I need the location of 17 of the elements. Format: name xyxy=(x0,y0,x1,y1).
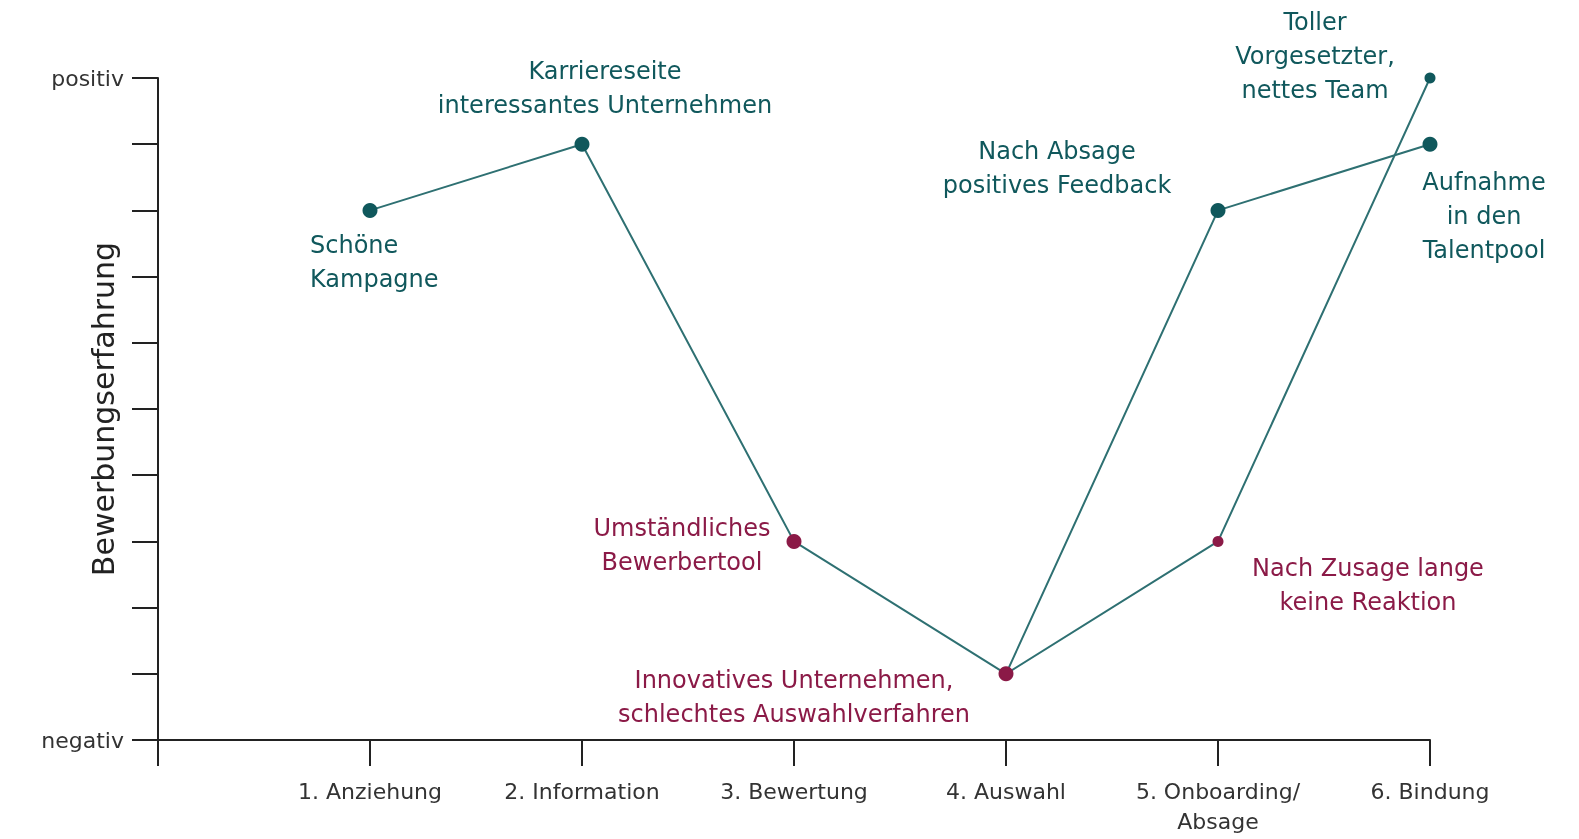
text: negativ xyxy=(41,727,124,753)
annotation: Umständliches Bewerbertool xyxy=(593,514,771,577)
annotation: Innovatives Unternehmen, schlechtes Auswahlverfahren xyxy=(618,665,970,728)
annotation: Nach Zusage lange keine Reaktion xyxy=(1252,554,1484,617)
annotation: Schöne Kampagne xyxy=(310,231,439,294)
y-axis-title: Bewerbungserfahrung xyxy=(85,241,121,577)
annotation: Aufnahme in den Talentpool xyxy=(1421,168,1546,265)
x-tick-label: 5. Onboarding/ Absage xyxy=(1135,778,1301,834)
text: positiv xyxy=(51,65,124,91)
x-tick-label: 2. Information xyxy=(504,778,660,804)
annotation: Nach Absage positives Feedback xyxy=(942,137,1172,200)
x-tick-label: 3. Bewertung xyxy=(720,778,868,804)
x-tick-label: 4. Auswahl xyxy=(946,778,1066,804)
annotation: Toller Vorgesetzter, nettes Team xyxy=(1235,8,1395,104)
x-tick-label: 1. Anziehung xyxy=(298,778,442,804)
annotation: Karriereseite interessantes Unternehmen xyxy=(437,57,773,120)
x-tick-label: 6. Bindung xyxy=(1370,778,1490,804)
